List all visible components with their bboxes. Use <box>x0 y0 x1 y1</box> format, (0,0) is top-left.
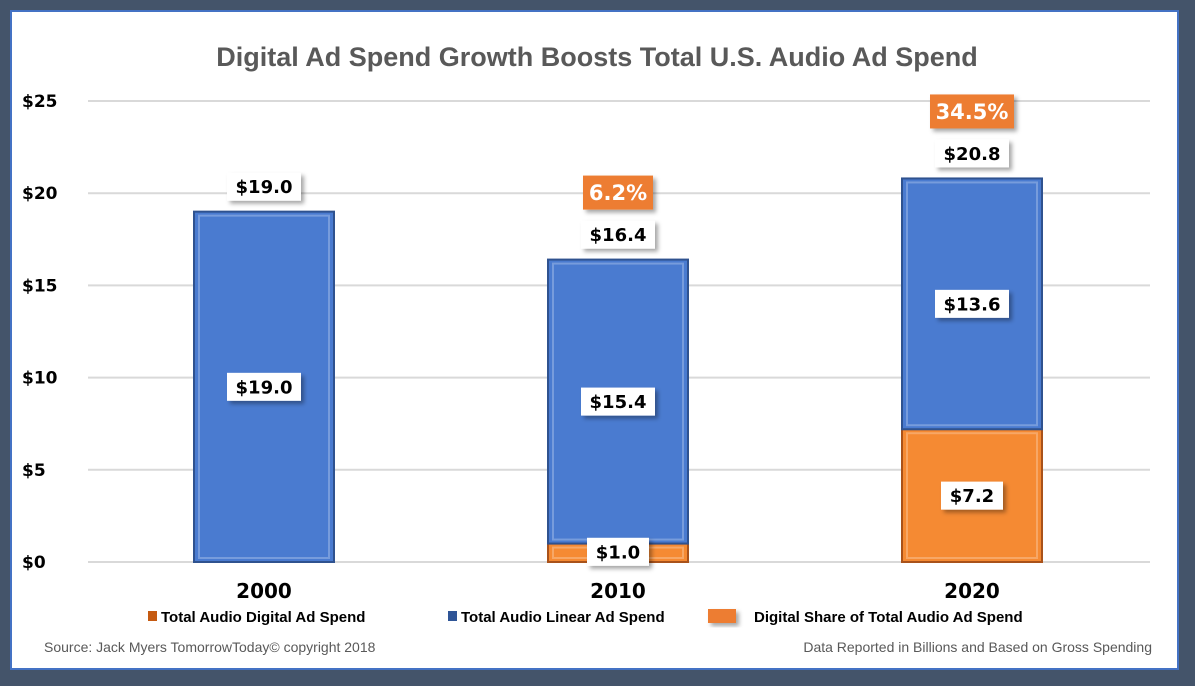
legend-item: Total Audio Digital Ad Spend <box>148 609 365 626</box>
y-tick-label: $25 <box>22 92 58 112</box>
svg-text:$16.4: $16.4 <box>590 225 647 246</box>
legend-item: Total Audio Linear Ad Spend <box>448 609 665 626</box>
total-label: $20.8 <box>935 139 1009 168</box>
data-label: $19.0 <box>227 372 301 401</box>
x-tick-label: 2000 <box>236 579 292 603</box>
data-label: $13.6 <box>935 289 1009 318</box>
svg-text:$7.2: $7.2 <box>950 486 994 507</box>
total-label: $19.0 <box>227 172 301 201</box>
data-label: $7.2 <box>941 481 1003 510</box>
svg-text:$13.6: $13.6 <box>944 294 1001 315</box>
units-note: Data Reported in Billions and Based on G… <box>803 639 1152 655</box>
data-label: $15.4 <box>581 387 655 416</box>
svg-text:34.5%: 34.5% <box>936 100 1009 124</box>
svg-text:$20.8: $20.8 <box>944 144 1001 165</box>
y-tick-label: $0 <box>22 553 46 573</box>
svg-text:$19.0: $19.0 <box>236 177 293 198</box>
y-tick-label: $15 <box>22 276 58 296</box>
y-tick-label: $20 <box>22 184 58 204</box>
svg-text:$15.4: $15.4 <box>590 392 647 413</box>
chart-title: Digital Ad Spend Growth Boosts Total U.S… <box>216 42 977 72</box>
svg-text:6.2%: 6.2% <box>589 181 647 205</box>
svg-text:Total Audio Digital Ad Spend: Total Audio Digital Ad Spend <box>161 609 365 626</box>
data-label: $1.0 <box>587 537 649 566</box>
digital-share-label: 34.5% <box>930 94 1014 129</box>
svg-text:Total Audio Linear Ad Spend: Total Audio Linear Ad Spend <box>461 609 665 626</box>
total-label: $16.4 <box>581 220 655 249</box>
digital-share-label: 6.2% <box>583 175 653 210</box>
source-note: Source: Jack Myers TomorrowToday© copyri… <box>44 639 376 655</box>
svg-text:$1.0: $1.0 <box>596 542 640 563</box>
y-tick-label: $10 <box>22 369 58 389</box>
svg-text:$19.0: $19.0 <box>236 377 293 398</box>
svg-text:Digital Share of Total Audio A: Digital Share of Total Audio Ad Spend <box>754 609 1023 626</box>
x-tick-label: 2020 <box>944 579 1000 603</box>
y-tick-label: $5 <box>22 461 46 481</box>
x-tick-label: 2010 <box>590 579 646 603</box>
legend-item: Digital Share of Total Audio Ad Spend <box>708 609 1023 626</box>
